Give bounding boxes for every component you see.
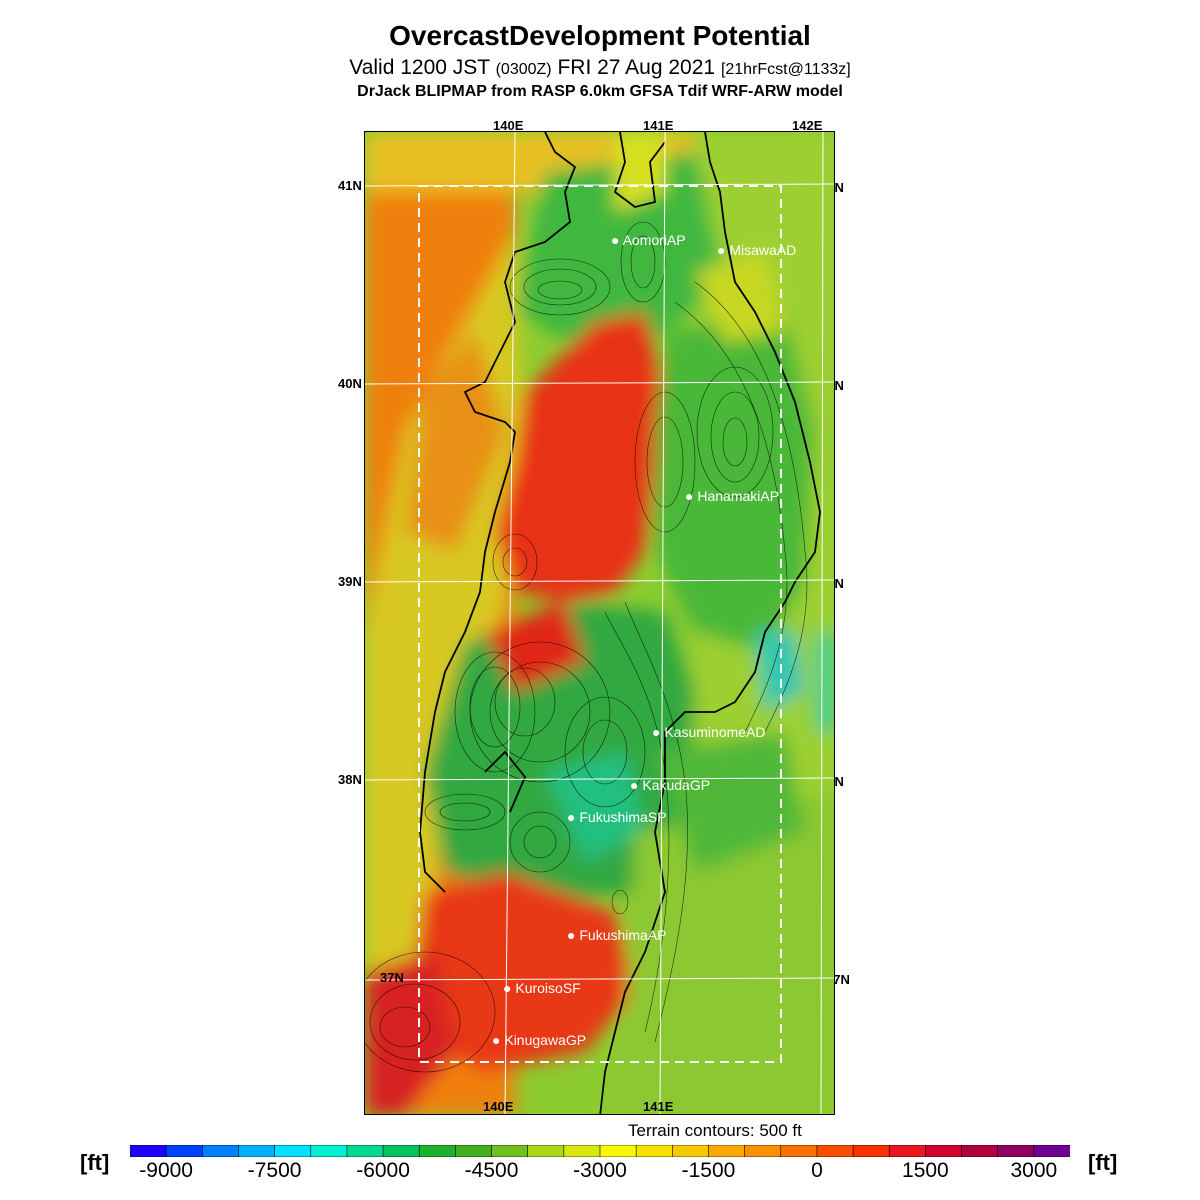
lat-label-41n-left: 41N <box>338 178 362 193</box>
color-scale-tick-label: -9000 <box>139 1159 193 1182</box>
color-scale-swatch <box>780 1145 818 1157</box>
station-fukushimaap: ● FukushimaAP <box>567 927 667 943</box>
field-shading <box>365 132 834 1114</box>
lat-label-39n-left: 39N <box>338 574 362 589</box>
forecast-info: [21hrFcst@1133z] <box>720 61 851 78</box>
color-scale-swatch <box>744 1145 782 1157</box>
color-scale-tick-label: 1500 <box>902 1159 949 1182</box>
station-fukushimasp: ● FukushimaSP <box>567 809 667 825</box>
lon-label-141e-bottom: 141E <box>643 1099 674 1114</box>
lon-label-142e-top: 142E <box>792 118 823 133</box>
terrain-contours <box>365 221 808 1073</box>
color-scale-swatch <box>310 1145 348 1157</box>
color-scale-swatch <box>888 1145 927 1157</box>
color-scale-swatch <box>382 1145 421 1157</box>
station-aomoriap: ● AomoriAP <box>611 232 686 248</box>
color-scale-tick-label: -4500 <box>464 1159 519 1182</box>
station-kinugawagp: ● KinugawaGP <box>492 1032 587 1048</box>
color-scale-swatch <box>816 1145 854 1157</box>
color-scale-swatch <box>455 1145 493 1157</box>
lat-label-37n-inner: 37N <box>380 970 404 985</box>
unit-label-left: [ft] <box>80 1150 110 1175</box>
color-scale-swatch <box>852 1145 891 1157</box>
color-scale-tick-label: 0 <box>811 1159 823 1182</box>
color-scale-tick-label: -1500 <box>681 1159 736 1182</box>
map-canvas <box>365 132 834 1114</box>
color-scale-swatch <box>563 1145 601 1157</box>
color-scale-swatch <box>238 1145 276 1157</box>
color-scale-swatch <box>997 1145 1035 1157</box>
color-scale-tick-label: -3000 <box>573 1159 627 1182</box>
station-misawaad: ● MisawaAD <box>717 242 797 258</box>
lon-label-140e-top: 140E <box>493 118 524 133</box>
forecast-map: ● AomoriAP ● MisawaAD ● HanamakiAP ● Kas… <box>364 131 835 1115</box>
valid-time: Valid 1200 JST <box>349 56 490 79</box>
color-scale-tick-label: -6000 <box>356 1159 410 1182</box>
color-scale-swatch <box>202 1145 240 1157</box>
color-scale-bar <box>130 1145 1070 1157</box>
valid-date: FRI 27 Aug 2021 <box>557 56 716 79</box>
station-hanamakiap: ● HanamakiAP <box>685 488 780 504</box>
map-title: OvercastDevelopment Potential <box>389 20 811 51</box>
inner-domain-box <box>418 185 782 1063</box>
color-scale-swatch <box>672 1145 710 1157</box>
model-source: DrJack BLIPMAP from RASP 6.0km GFSA Tdif… <box>357 83 843 100</box>
color-scale-swatch <box>599 1145 637 1157</box>
valid-zulu: (0300Z) <box>495 61 552 78</box>
color-scale-swatch <box>130 1145 167 1157</box>
station-kakudagp: ● KakudaGP <box>630 777 711 793</box>
color-scale-swatch <box>274 1145 312 1157</box>
color-scale-tick-label: -7500 <box>247 1159 302 1182</box>
lon-label-140e-bottom: 140E <box>483 1099 514 1114</box>
color-scale-swatch <box>1033 1145 1070 1157</box>
color-scale-swatch <box>165 1145 204 1157</box>
coastline <box>419 132 821 1114</box>
color-scale-swatch <box>708 1145 746 1157</box>
color-scale-swatch <box>346 1145 384 1157</box>
color-scale-swatch <box>635 1145 674 1157</box>
station-kasuminomead: ● KasuminomeAD <box>652 724 766 740</box>
terrain-contour-note: Terrain contours: 500 ft <box>628 1121 802 1140</box>
lat-label-40n-left: 40N <box>338 376 362 391</box>
color-scale-tick-label: 3000 <box>1010 1159 1058 1182</box>
station-kuroisosf: ● KuroisoSF <box>503 980 581 996</box>
color-scale-swatch <box>925 1145 963 1157</box>
color-scale-swatch <box>961 1145 999 1157</box>
lat-label-38n-left: 38N <box>338 772 362 787</box>
color-scale-swatch <box>418 1145 457 1157</box>
lon-label-141e-top: 141E <box>643 118 674 133</box>
color-scale-swatch <box>491 1145 529 1157</box>
unit-label-right: [ft] <box>1088 1150 1118 1175</box>
valid-time-line: Valid 1200 JST (0300Z) FRI 27 Aug 2021 [… <box>0 56 1200 80</box>
color-scale-swatch <box>527 1145 565 1157</box>
